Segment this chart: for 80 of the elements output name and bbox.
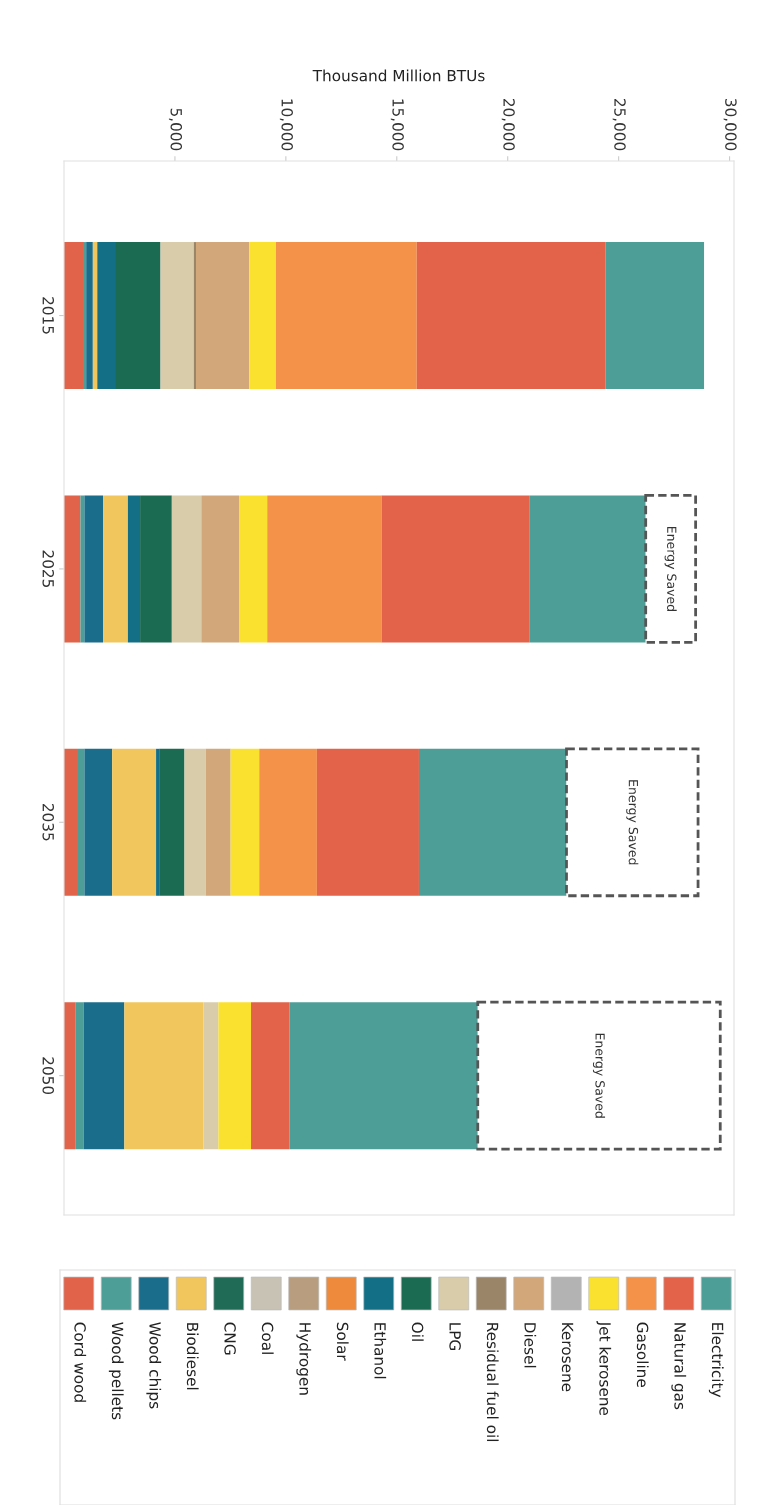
bar <box>64 1002 76 1150</box>
bar <box>84 495 104 643</box>
x-axis-title: Thousand Million BTUs <box>312 69 485 82</box>
legend-label: Wood chips <box>146 1322 162 1409</box>
bar <box>115 242 161 390</box>
bar <box>83 242 87 390</box>
bar <box>239 495 268 643</box>
legend-label: Gasoline <box>636 1322 649 1387</box>
legend-label: Cord wood <box>74 1322 87 1402</box>
bar <box>80 495 85 643</box>
legend-label: Hydrogen <box>296 1323 312 1395</box>
x-tick-label: 20,000 <box>501 98 515 151</box>
x-tick-label: 10,000 <box>279 99 293 151</box>
y-tick-label: 2035 <box>42 803 55 841</box>
x-tick-label: 25,000 <box>612 98 626 151</box>
bar <box>605 242 705 390</box>
bar <box>86 242 93 390</box>
y-tick-label: 2050 <box>42 1057 55 1095</box>
bar <box>140 495 172 643</box>
bar <box>97 242 116 390</box>
bar <box>565 747 700 898</box>
legend-label: Ethanol <box>374 1323 387 1379</box>
legend-label: LPG <box>449 1323 461 1351</box>
legend-label: Residual fuel oil <box>486 1323 499 1442</box>
bar <box>644 494 698 644</box>
bar <box>64 495 81 643</box>
bar <box>418 748 567 896</box>
y-tick-label: 2015 <box>42 297 55 334</box>
bar <box>75 1002 84 1150</box>
bar <box>103 495 128 643</box>
legend-label: Electricity <box>708 1323 724 1398</box>
bar <box>316 748 419 896</box>
legend-label: Biodiesel <box>186 1323 199 1390</box>
bar <box>259 748 317 896</box>
bar <box>77 748 85 896</box>
legend-label: Coal <box>261 1322 274 1354</box>
legend-label: Solar <box>336 1322 349 1361</box>
bar <box>205 748 231 896</box>
bar <box>476 1000 722 1151</box>
bar <box>171 495 202 643</box>
text: Energy Saved <box>626 780 639 865</box>
bar <box>112 748 157 896</box>
bar <box>201 495 240 643</box>
x-tick-label: 30,000 <box>723 98 737 151</box>
bar <box>184 748 206 896</box>
bar <box>289 1002 478 1150</box>
legend-label: Jet kerosene <box>596 1320 612 1416</box>
bar <box>84 748 113 896</box>
x-tick-label: 5,000 <box>168 108 183 151</box>
bar <box>203 1002 219 1150</box>
bar <box>267 495 382 643</box>
bar <box>193 242 196 390</box>
legend-label: CNG <box>224 1322 236 1355</box>
bar <box>218 1002 252 1150</box>
bar <box>230 748 260 896</box>
bar <box>64 242 84 390</box>
bar <box>159 748 185 896</box>
y-tick-label: 2025 <box>42 550 55 588</box>
bar <box>416 242 606 390</box>
bar <box>529 495 646 643</box>
x-tick-label: 15,000 <box>390 99 404 151</box>
legend-label: Wood pellets <box>108 1322 124 1420</box>
text: Energy Saved <box>592 1033 606 1118</box>
bar <box>249 242 276 390</box>
legend-label: Kerosene <box>561 1323 574 1392</box>
bar <box>64 748 78 896</box>
legend-label: Diesel <box>524 1323 537 1368</box>
bar <box>124 1002 204 1150</box>
bar <box>92 242 98 390</box>
bar <box>196 242 250 390</box>
legend-label: Oil <box>411 1322 424 1341</box>
bar <box>160 242 194 390</box>
bar <box>156 748 160 896</box>
bar <box>127 495 141 643</box>
legend-label: Natural gas <box>671 1323 687 1410</box>
bar <box>381 495 530 643</box>
bar <box>251 1002 290 1150</box>
bar <box>275 242 417 390</box>
series-label: Energy Saved <box>664 526 677 611</box>
bar <box>83 1002 125 1150</box>
